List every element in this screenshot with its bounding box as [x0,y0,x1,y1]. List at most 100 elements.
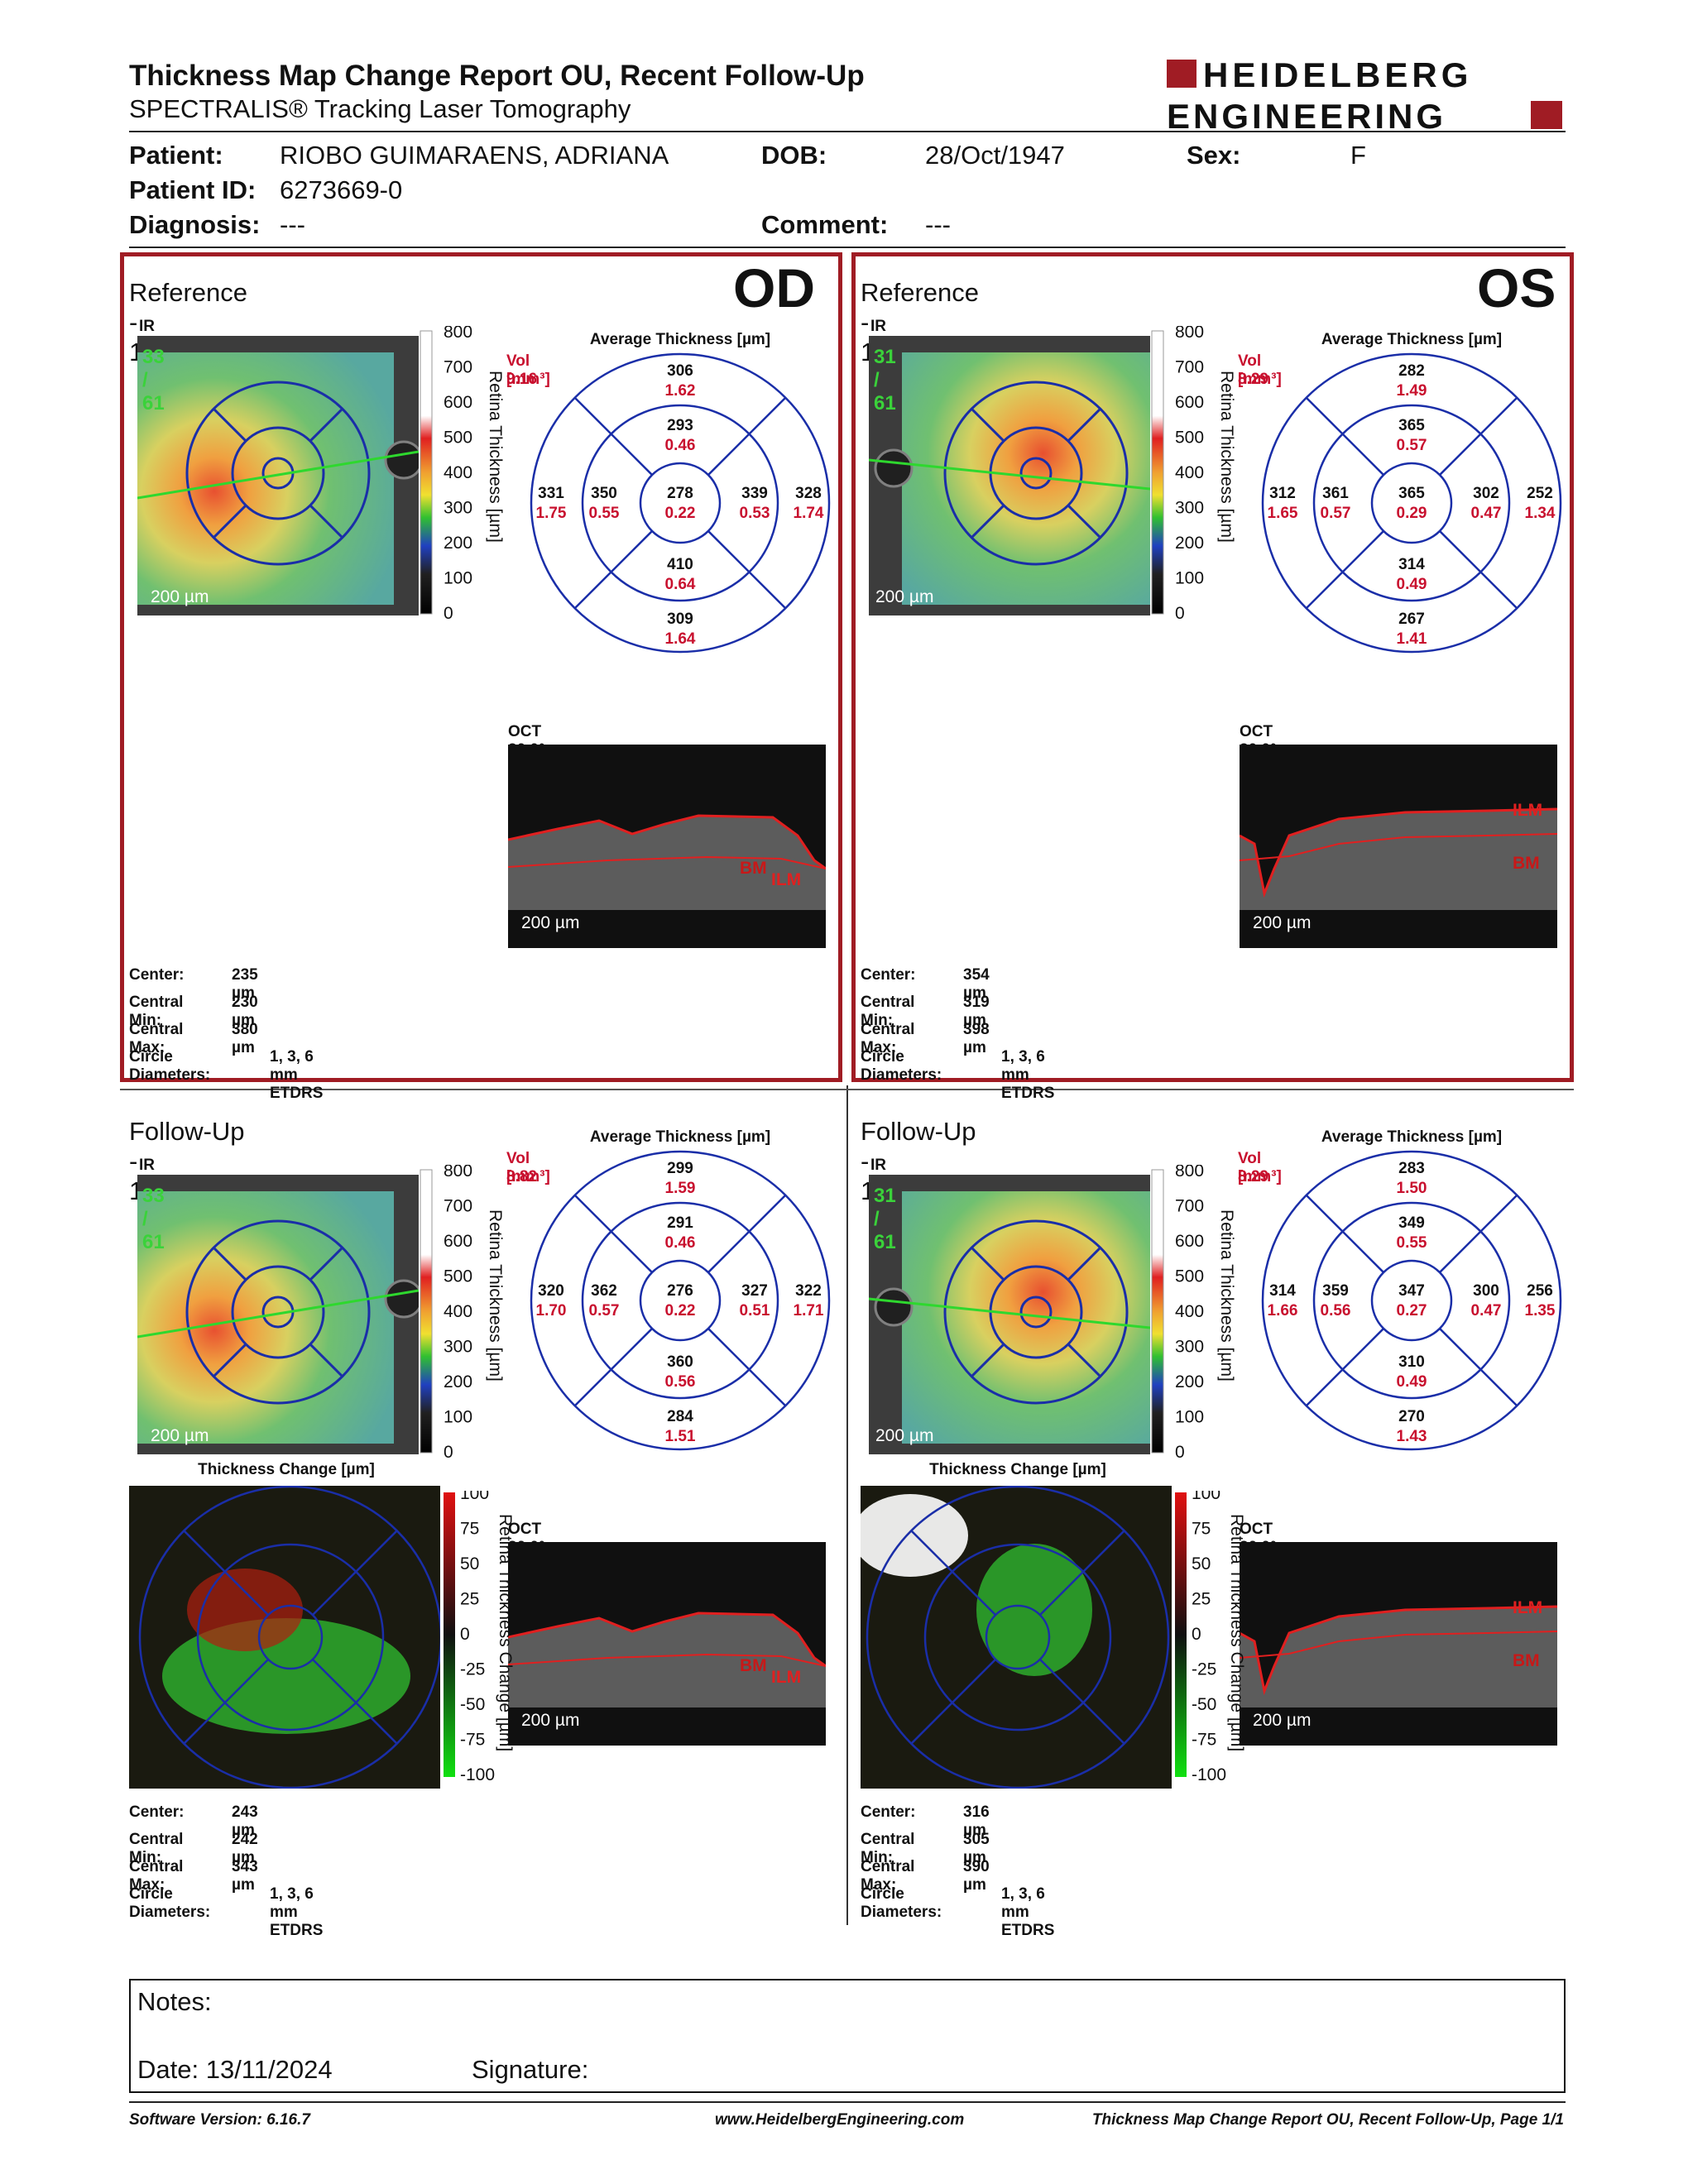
colorbar-tick: 400 [1175,463,1204,482]
stat-value: 380 µm [232,1021,258,1056]
sector-thickness-inner-right: 327 [741,1282,768,1300]
sector-volume-inner-right: 0.51 [740,1302,770,1320]
change-tick: 50 [460,1554,479,1573]
change-tick: -75 [460,1731,485,1750]
colorbar-label: Retina Thickness [µm] [1217,371,1236,543]
colorbar-tick: 500 [1175,429,1204,448]
stat-value: 398 µm [963,1021,990,1056]
sector-volume-outer-bottom: 1.43 [1397,1428,1427,1445]
colorbar-tick: 300 [444,499,472,518]
notes-box[interactable] [129,1979,1566,2093]
report-title: Thickness Map Change Report OU, Recent F… [129,60,865,92]
sector-thickness-inner-top: 365 [1398,417,1425,434]
change-tick: 0 [460,1625,470,1644]
change-tick: 25 [1192,1590,1211,1609]
stat-label: Central Max: [861,1021,915,1056]
sector-thickness-outer-left: 314 [1269,1282,1296,1300]
comment-label: Comment: [761,210,889,239]
sector-volume-inner-top: 0.57 [1397,437,1427,454]
sector-volume-outer-right: 1.34 [1525,505,1556,522]
sector-thickness-outer-bottom: 284 [667,1408,693,1425]
colorbar-tick: 400 [444,463,472,482]
sector-volume-inner-right: 0.47 [1471,1302,1502,1320]
sector-volume-outer-right: 1.74 [794,505,824,522]
colorbar-tick: 800 [444,326,472,342]
website-link[interactable]: www.HeidelbergEngineering.com [715,2111,965,2129]
sector-thickness-outer-top: 299 [667,1160,693,1177]
bm-line [1240,1631,1557,1659]
bm-label: BM [740,859,767,878]
volume-label: Vol [mm³] [1238,352,1282,388]
circle-diameters-value: 1, 3, 6 mm ETDRS [1001,1048,1055,1102]
sector-thickness-inner-bottom: 310 [1398,1353,1425,1371]
sector-thickness-outer-right: 252 [1527,485,1553,502]
sector-thickness-inner-left: 359 [1322,1282,1349,1300]
patient-id-label: Patient ID: [129,175,257,204]
thickness-colorbar: 800 700 600 500 400 300 200 100 0 [1151,326,1204,623]
ilm-label: ILM [1513,801,1542,820]
colorbar-label-svg: Retina Thickness [µm] [1217,1209,1236,1382]
oct-scale-label: 200 µm [521,913,579,932]
colorbar-tick: 100 [444,569,472,588]
change-colorbar: 100 75 50 25 0 -25 -50 -75 -100 [444,1491,495,1784]
change-tick: 100 [460,1491,489,1503]
sector-thickness-inner-bottom: 314 [1398,556,1425,573]
ilm-label: ILM [1513,1598,1542,1617]
sector-thickness-outer-bottom: 309 [667,611,693,628]
comment-value: --- [925,210,951,239]
stat-label: Central Min: [861,1831,915,1866]
sector-volume-outer-top: 1.50 [1397,1180,1427,1197]
colorbar-tick: 0 [444,1443,453,1462]
stat-value: 242 µm [232,1831,258,1866]
sector-thickness-outer-right: 328 [795,485,822,502]
colorbar-tick: 700 [444,1197,472,1216]
colorbar-tick: 100 [1175,1408,1204,1427]
change-colorbar: 100 75 50 25 0 -25 -50 -75 -100 [1175,1491,1226,1784]
change-tick: 75 [460,1520,479,1539]
stat-label: Central Min: [129,1831,184,1866]
thickness-change-map [861,1486,1172,1789]
colorbar-label: Retina Thickness [µm] [1217,1209,1236,1382]
sex-label: Sex: [1187,141,1241,170]
ilm-line [508,1612,826,1668]
sector-thickness-inner-top: 349 [1398,1214,1425,1232]
sector-volume-inner-bottom: 0.49 [1397,1373,1427,1391]
stat-value: 230 µm [232,994,258,1029]
colorbar-tick: 300 [1175,1338,1204,1357]
ilm-label: ILM [771,870,801,889]
ir-frame-count: 33 / 61 [142,346,165,414]
stat-label: Central Min: [129,994,184,1029]
signature-label: Signature: [472,2055,589,2084]
sector-volume-center: 0.27 [1397,1302,1427,1320]
change-tick: -50 [460,1695,485,1714]
colorbar-tick: 200 [1175,534,1204,553]
sector-volume-outer-left: 1.65 [1268,505,1298,522]
sector-volume-outer-left: 1.70 [536,1302,567,1320]
stat-value: 343 µm [232,1858,258,1894]
sector-volume-inner-top: 0.55 [1397,1234,1427,1252]
sector-volume-center: 0.22 [665,505,696,522]
scan-line [869,458,1150,491]
sector-volume-inner-left: 0.55 [589,505,620,522]
volume-value: 8.29 [1238,1168,1268,1185]
bm-label: BM [1513,854,1540,873]
sector-thickness-inner-right: 300 [1473,1282,1499,1300]
sector-thickness-inner-right: 302 [1473,485,1499,502]
oct-scale-label: 200 µm [1253,1711,1311,1730]
change-map-title: Thickness Change [µm] [929,1461,1106,1478]
colorbar-label-svg: Retina Thickness [µm] [486,371,505,543]
optic-disc [874,1287,914,1327]
ilm-line [1240,807,1557,898]
sector-volume-outer-left: 1.75 [536,505,567,522]
sex-value: F [1350,141,1366,170]
stat-label: Center: [129,966,185,984]
stat-label: Center: [129,1803,185,1821]
colorbar-tick: 0 [444,604,453,623]
change-tick: -100 [1192,1765,1226,1784]
sector-thickness-inner-right: 339 [741,485,768,502]
circle-diameters-label: Circle Diameters: [129,1048,211,1084]
ir-frame-count: 31 / 61 [874,346,896,414]
